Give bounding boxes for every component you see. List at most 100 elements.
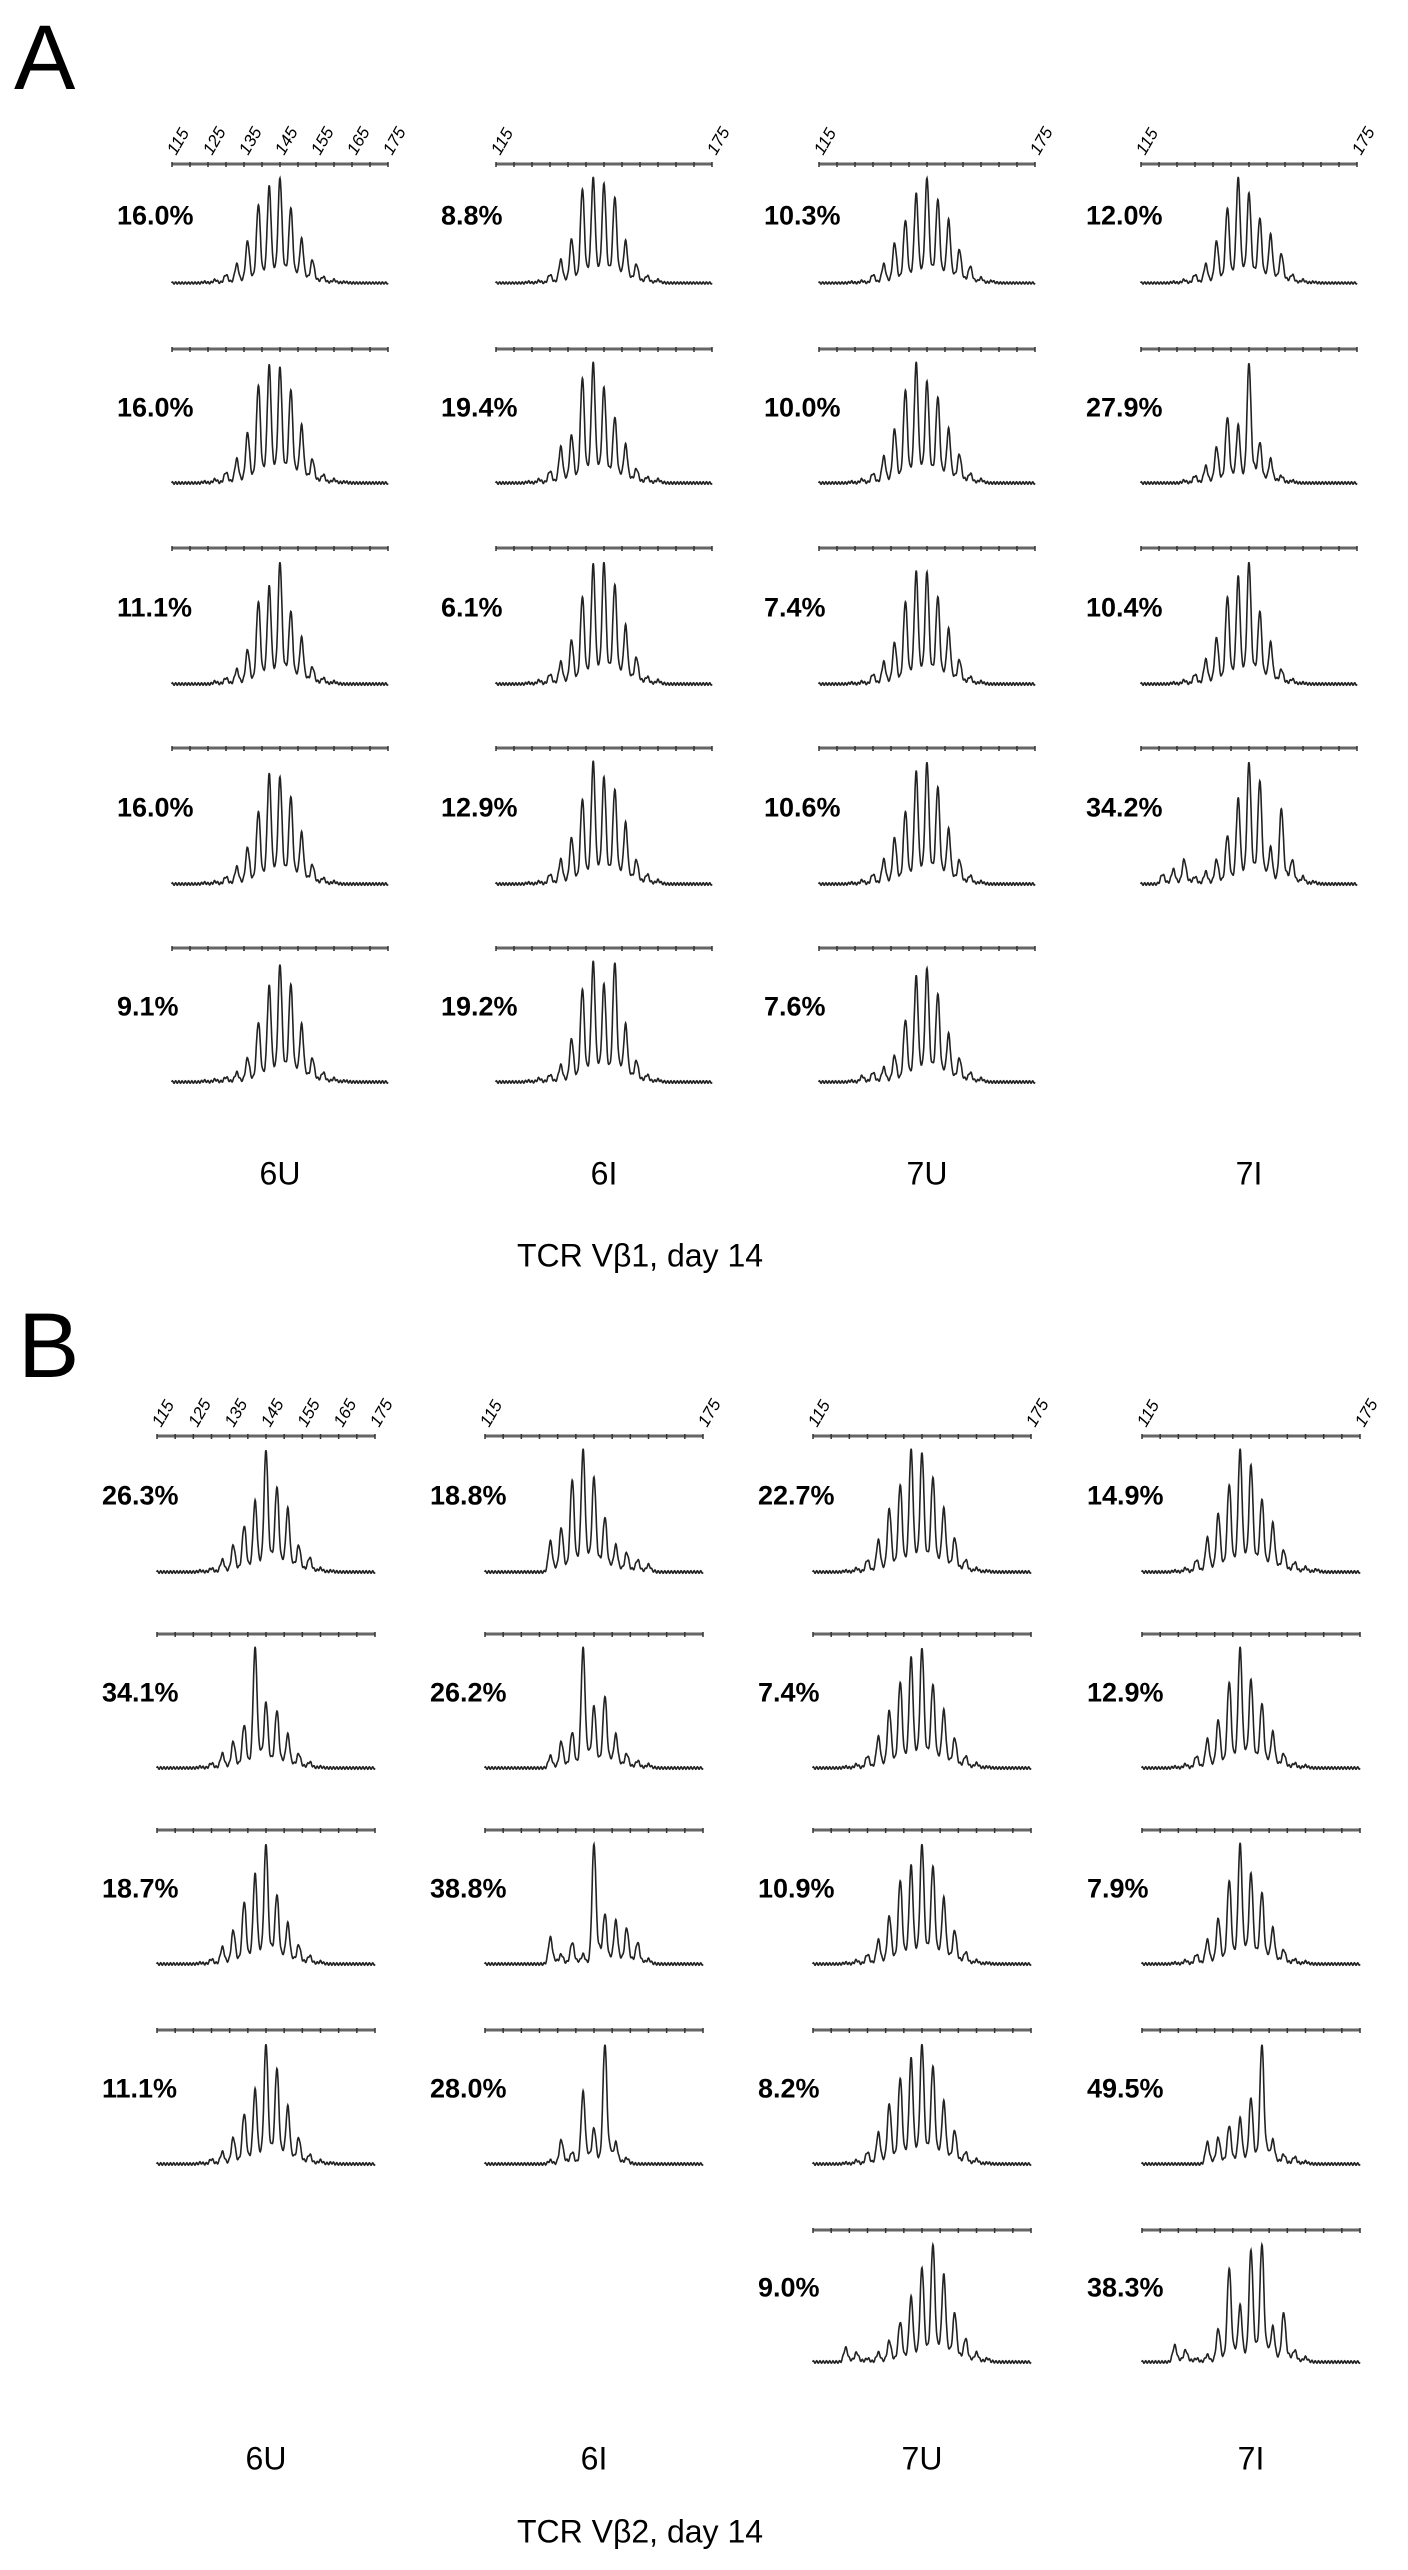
spectratype-plot: [812, 1828, 1032, 1967]
spectratype-trace: [1140, 761, 1358, 887]
spectratype-trace: [156, 1449, 376, 1575]
spectratype-trace: [495, 760, 713, 887]
percentage-label: 7.4%: [758, 1677, 820, 1708]
percentage-label: 12.9%: [1087, 1677, 1164, 1708]
column-label: 6I: [590, 1155, 618, 1192]
spectratype-trace: [812, 2043, 1032, 2167]
panel-letter-b: B: [18, 1295, 80, 1397]
panel-title: TCR Vβ1, day 14: [516, 1237, 764, 1274]
percentage-label: 26.3%: [102, 1480, 179, 1511]
spectratype-plot: [1140, 347, 1358, 486]
spectratype-plot: [495, 347, 713, 486]
spectratype-plot: [812, 2028, 1032, 2167]
spectratype-plot: [1141, 1828, 1361, 1967]
spectratype-trace: [1141, 1646, 1361, 1771]
percentage-label: 8.2%: [758, 2073, 820, 2104]
spectratype-trace: [818, 965, 1036, 1085]
spectratype-trace: [818, 361, 1036, 486]
column-label: 7I: [1237, 2440, 1265, 2477]
spectratype-trace: [484, 1646, 704, 1771]
percentage-label: 10.0%: [764, 392, 841, 423]
tick-label: 115: [810, 125, 840, 158]
percentage-label: 34.1%: [102, 1677, 179, 1708]
percentage-label: 9.1%: [117, 991, 179, 1022]
spectratype-plot: [484, 1632, 704, 1771]
percentage-label: 9.0%: [758, 2272, 820, 2303]
tick-label: 145: [257, 1395, 288, 1430]
spectratype-plot: 115 175: [476, 1395, 725, 1575]
percentage-label: 22.7%: [758, 1480, 835, 1511]
spectratype-plot: 115 175: [1133, 1395, 1382, 1575]
percentage-label: 16.0%: [117, 792, 194, 823]
tick-label: 175: [1026, 123, 1057, 158]
spectratype-trace: [495, 361, 713, 486]
percentage-label: 10.6%: [764, 792, 841, 823]
spectratype-trace: [171, 561, 389, 687]
spectratype-plot: [1141, 2028, 1361, 2167]
column-label: 6U: [245, 2440, 287, 2477]
spectratype-plot: [484, 2028, 704, 2167]
tick-label: 125: [184, 1395, 215, 1430]
percentage-label: 28.0%: [430, 2073, 507, 2104]
spectratype-trace: [171, 364, 389, 486]
spectratype-trace: [1141, 2241, 1361, 2365]
spectratype-plot: [171, 946, 389, 1085]
spectratype-plot: [1140, 546, 1358, 687]
spectratype-plot: 115 175: [1132, 123, 1379, 285]
percentage-label: 27.9%: [1086, 392, 1163, 423]
spectratype-trace: [156, 1646, 376, 1771]
spectratype-trace: [818, 761, 1036, 887]
spectratype-plot: 115 175: [804, 1395, 1053, 1575]
panel-title: TCR Vβ2, day 14: [516, 2513, 764, 2550]
spectratype-trace: [812, 2241, 1032, 2365]
percentage-label: 19.4%: [441, 392, 518, 423]
tick-label: 175: [694, 1395, 725, 1430]
spectratype-plot: [484, 1828, 704, 1967]
tick-label: 155: [307, 123, 338, 158]
spectratype-trace: [1141, 1842, 1361, 1967]
percentage-label: 16.0%: [117, 392, 194, 423]
spectratype-plot: [1141, 1632, 1361, 1771]
percentage-label: 49.5%: [1087, 2073, 1164, 2104]
percentage-label: 11.1%: [117, 592, 193, 623]
percentage-label: 26.2%: [430, 1677, 507, 1708]
spectratype-trace: [171, 175, 389, 285]
column-label: 7I: [1235, 1155, 1263, 1192]
spectratype-plot: [812, 1632, 1032, 1771]
spectratype-plot: [171, 347, 389, 486]
column-label: 6U: [259, 1155, 301, 1192]
tick-label: 115: [1132, 125, 1162, 158]
percentage-label: 18.8%: [430, 1480, 507, 1511]
percentage-label: 6.1%: [441, 592, 503, 623]
tick-label: 115: [476, 1397, 506, 1430]
tick-label: 175: [1022, 1395, 1053, 1430]
spectratype-trace: [156, 1843, 376, 1967]
spectratype-plot: [156, 1828, 376, 1967]
spectratype-plot: 115 175: [810, 123, 1057, 285]
spectratype-plot: 115 125 135 145 155 165 175: [163, 123, 410, 285]
tick-label: 165: [343, 123, 374, 158]
percentage-label: 11.1%: [102, 2073, 178, 2104]
tick-label: 115: [487, 125, 517, 158]
tick-label: 175: [1351, 1395, 1382, 1430]
tick-label: 175: [366, 1395, 397, 1430]
spectratype-trace: [1140, 561, 1358, 687]
spectratype-plot: [171, 746, 389, 887]
spectratype-plot: 115 175: [487, 123, 734, 285]
column-label: 7U: [906, 1155, 948, 1192]
spectratype-trace: [812, 1448, 1032, 1575]
spectratype-trace: [484, 2044, 704, 2167]
percentage-label: 16.0%: [117, 200, 194, 230]
percentage-label: 10.9%: [758, 1873, 835, 1904]
tick-label: 115: [804, 1397, 834, 1430]
percentage-label: 14.9%: [1087, 1480, 1164, 1511]
column-label: 6I: [580, 2440, 608, 2477]
spectratype-plot: [156, 1632, 376, 1771]
spectratype-trace: [818, 569, 1036, 687]
percentage-label: 8.8%: [441, 200, 503, 230]
spectratype-trace: [156, 2043, 376, 2167]
spectratype-plot: [171, 546, 389, 687]
percentage-label: 10.3%: [764, 200, 841, 230]
spectratype-trace: [1140, 176, 1358, 285]
